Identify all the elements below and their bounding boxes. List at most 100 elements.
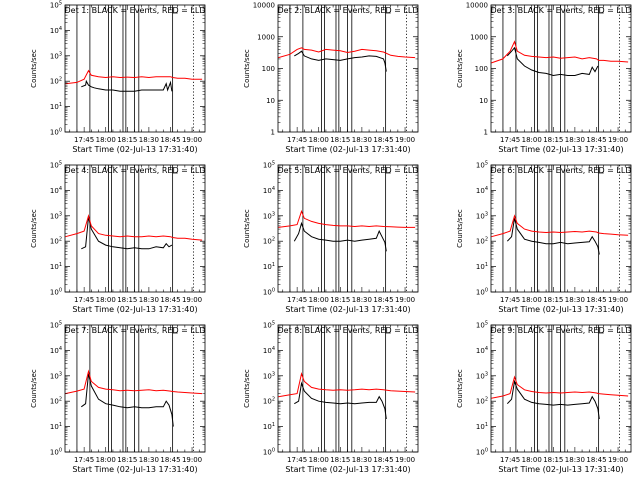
y-tick-label: 102 — [50, 77, 62, 86]
y-tick-label: 100 — [50, 128, 62, 137]
plot-frame — [64, 4, 206, 133]
x-tick-label: 19:00 — [608, 296, 628, 304]
y-tick-label: 10000 — [466, 2, 488, 10]
y-axis-label: Counts/sec — [456, 209, 464, 248]
x-tick-label: 18:15 — [117, 296, 137, 304]
y-tick-label: 103 — [263, 211, 275, 220]
plot-frame — [490, 324, 632, 453]
x-tick-label: 18:15 — [330, 296, 350, 304]
panel-title: Det 9: BLACK = Events, RED = LLD — [491, 326, 632, 335]
x-tick-label: 18:15 — [117, 456, 137, 464]
x-tick-label: 19:00 — [395, 296, 415, 304]
y-tick-label: 1 — [484, 129, 488, 137]
interval-bracket — [385, 7, 391, 14]
series-line-lld — [65, 69, 203, 85]
x-axis-label: Start Time (02-Jul-13 17:31:40) — [498, 145, 623, 154]
x-tick-label: 18:15 — [543, 136, 563, 144]
x-tick-label: 17:45 — [287, 456, 307, 464]
y-axis-label: Counts/sec — [243, 209, 251, 248]
series-line-events — [81, 216, 173, 250]
y-tick-label: 102 — [263, 397, 275, 406]
series-line-lld — [491, 214, 629, 238]
y-tick-label: 103 — [50, 371, 62, 380]
y-tick-label: 105 — [50, 321, 62, 330]
y-tick-label: 100 — [263, 448, 275, 457]
detector-panel-6: 100 101 102 103 104 105 17:45 18:00 18:15 18:30 18… — [456, 161, 631, 315]
plot-area — [65, 325, 203, 452]
x-tick-label: 18:30 — [565, 296, 585, 304]
y-tick-label: 10000 — [253, 2, 275, 10]
y-tick-label: 104 — [263, 186, 275, 195]
series-line-events — [293, 221, 387, 252]
series-line-lld — [491, 40, 629, 64]
x-tick-label: 18:00 — [96, 296, 116, 304]
x-tick-label: 17:45 — [500, 456, 520, 464]
x-tick-label: 19:00 — [608, 136, 628, 144]
y-tick-label: 101 — [476, 262, 488, 271]
panel-title: Det 4: BLACK = Events, RED = LLD — [65, 166, 206, 175]
x-axis-label: Start Time (02-Jul-13 17:31:40) — [72, 465, 197, 474]
x-tick-label: 18:00 — [522, 136, 542, 144]
plot-frame — [277, 4, 419, 133]
x-tick-label: 18:00 — [309, 456, 329, 464]
x-tick-label: 18:30 — [352, 296, 372, 304]
y-tick-label: 101 — [263, 262, 275, 271]
y-axis-label: Counts/sec — [30, 209, 38, 248]
plot-area — [278, 165, 416, 292]
y-tick-label: 101 — [50, 422, 62, 431]
x-tick-label: 17:45 — [500, 136, 520, 144]
x-tick-label: 18:00 — [309, 296, 329, 304]
plot-area — [65, 5, 203, 132]
y-tick-label: 100 — [475, 65, 488, 73]
y-tick-label: 104 — [263, 346, 275, 355]
y-tick-label: 103 — [476, 371, 488, 380]
y-tick-label: 100 — [262, 65, 275, 73]
y-axis-label: Counts/sec — [456, 49, 464, 88]
x-tick-label: 18:30 — [352, 136, 372, 144]
y-tick-label: 104 — [50, 26, 62, 35]
y-tick-label: 101 — [50, 102, 62, 111]
series-line-events — [506, 46, 599, 77]
panel-title: Det 5: BLACK = Events, RED = LLD — [278, 166, 419, 175]
panel-title: Det 7: BLACK = Events, RED = LLD — [65, 326, 206, 335]
x-tick-label: 19:00 — [182, 136, 202, 144]
x-axis-label: Start Time (02-Jul-13 17:31:40) — [285, 465, 410, 474]
y-tick-label: 105 — [263, 321, 275, 330]
x-tick-label: 18:15 — [543, 296, 563, 304]
y-tick-label: 102 — [263, 237, 275, 246]
series-line-events — [506, 379, 600, 420]
y-tick-label: 103 — [50, 51, 62, 60]
y-tick-label: 100 — [50, 288, 62, 297]
y-axis-label: Counts/sec — [456, 369, 464, 408]
panel-title: Det 8: BLACK = Events, RED = LLD — [278, 326, 419, 335]
y-tick-label: 101 — [50, 262, 62, 271]
y-axis-label: Counts/sec — [243, 369, 251, 408]
series-line-events — [81, 373, 174, 427]
x-tick-label: 18:15 — [330, 136, 350, 144]
y-tick-label: 100 — [476, 288, 488, 297]
y-tick-label: 102 — [476, 397, 488, 406]
detector-panel-8: 100 101 102 103 104 105 17:45 18:00 18:15 18:30 18… — [243, 321, 418, 475]
y-tick-label: 103 — [50, 211, 62, 220]
x-tick-label: 18:45 — [586, 456, 606, 464]
y-tick-label: 10 — [266, 97, 275, 105]
y-tick-label: 103 — [476, 211, 488, 220]
x-axis-label: Start Time (02-Jul-13 17:31:40) — [72, 305, 197, 314]
series-line-lld — [278, 372, 416, 398]
detector-panel-1: 100 101 102 103 104 105 17:45 18:00 18:15 18:30 18… — [30, 1, 205, 155]
x-tick-label: 17:45 — [500, 296, 520, 304]
y-tick-label: 100 — [50, 448, 62, 457]
interval-bracket — [598, 167, 604, 174]
y-tick-label: 105 — [476, 321, 488, 330]
x-tick-label: 18:15 — [117, 136, 137, 144]
panel-title: Det 3: BLACK = Events, RED = LLD — [491, 6, 632, 15]
plot-area — [491, 165, 629, 292]
x-axis-label: Start Time (02-Jul-13 17:31:40) — [498, 465, 623, 474]
y-tick-label: 1000 — [257, 33, 275, 41]
interval-bracket — [598, 327, 604, 334]
x-tick-label: 18:45 — [586, 296, 606, 304]
series-line-events — [81, 79, 173, 92]
x-tick-label: 18:45 — [160, 136, 180, 144]
y-axis-label: Counts/sec — [243, 49, 251, 88]
